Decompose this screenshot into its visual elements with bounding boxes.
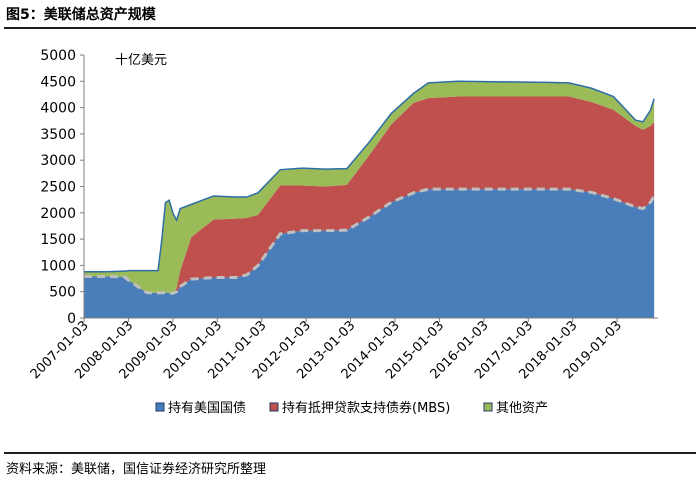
y-tick-label: 1500: [40, 232, 76, 248]
legend-swatch-treasuries: [155, 402, 165, 412]
legend-label-mbs: 持有抵押贷款支持债券(MBS): [282, 400, 450, 416]
y-tick-label: 4000: [40, 101, 76, 117]
legend-label-other: 其他资产: [496, 401, 548, 416]
y-tick-label: 3000: [40, 153, 76, 169]
figure-title: 图5：美联储总资产规模: [6, 7, 156, 23]
source-note: 资料来源：美联储，国信证券经济研究所整理: [6, 462, 267, 477]
y-tick-label: 2000: [40, 206, 76, 222]
y-tick-label: 2500: [40, 180, 76, 196]
y-tick-label: 0: [67, 311, 76, 327]
unit-label: 十亿美元: [115, 53, 167, 68]
y-tick-label: 3500: [40, 127, 76, 143]
y-tick-label: 5000: [40, 48, 76, 64]
legend-swatch-other: [483, 402, 493, 412]
y-tick-label: 4500: [40, 74, 76, 90]
legend-swatch-mbs: [269, 402, 279, 412]
y-tick-label: 1000: [40, 258, 76, 274]
treasuries-boundary-line: [84, 187, 656, 295]
series-areas: [84, 80, 656, 318]
source-rule: [4, 452, 696, 454]
series-area-other: [84, 81, 655, 293]
series-area-treasuries: [84, 189, 655, 318]
legend: 持有美国国债 持有抵押贷款支持债券(MBS) 其他资产: [155, 400, 548, 416]
legend-label-treasuries: 持有美国国债: [168, 401, 246, 416]
y-tick-label: 500: [49, 285, 76, 301]
series-area-mbs: [84, 96, 655, 294]
title-rule: [4, 27, 696, 29]
total-outline: [84, 80, 655, 273]
